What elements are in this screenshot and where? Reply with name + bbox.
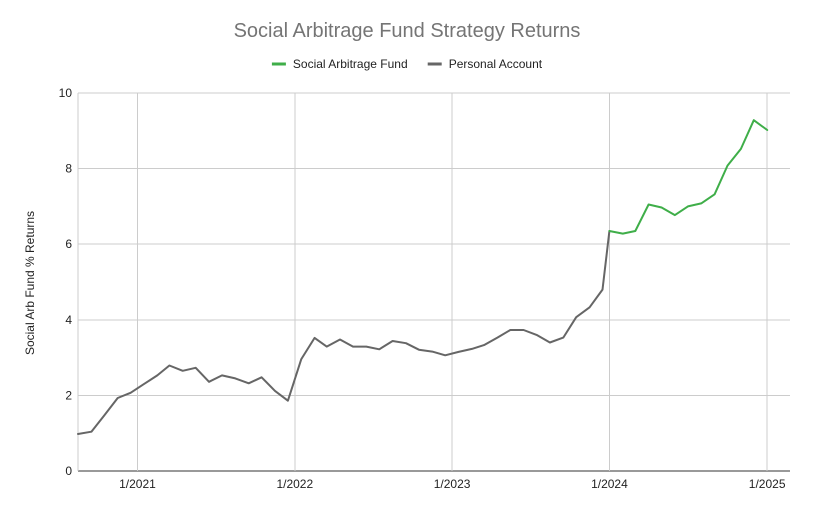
legend-item-0: Social Arbitrage Fund — [271, 57, 408, 71]
y-tick-label-8: 8 — [65, 162, 72, 176]
x-tick-label-4: 1/2025 — [749, 477, 786, 491]
legend-label-1: Personal Account — [449, 57, 543, 71]
axis-ticks: 0 2 4 6 8 10 1/2021 1/2022 1/2023 1/2024 1/2025 — [59, 86, 786, 491]
y-tick-label-6: 6 — [65, 237, 72, 251]
series-line-1 — [77, 230, 611, 435]
y-tick-label-10: 10 — [59, 86, 73, 100]
y-tick-label-4: 4 — [65, 313, 72, 327]
series-layer — [77, 119, 769, 435]
grid — [77, 92, 790, 472]
chart-title: Social Arbitrage Fund Strategy Returns — [234, 20, 581, 42]
legend: Social Arbitrage Fund Personal Account — [271, 57, 543, 71]
series-line-0 — [608, 119, 769, 235]
x-tick-label-1: 1/2022 — [276, 477, 313, 491]
x-tick-label-2: 1/2023 — [434, 477, 471, 491]
y-tick-label-0: 0 — [65, 464, 72, 478]
y-tick-label-2: 2 — [65, 388, 72, 402]
x-tick-label-3: 1/2024 — [591, 477, 628, 491]
legend-label-0: Social Arbitrage Fund — [293, 57, 408, 71]
x-tick-label-0: 1/2021 — [119, 477, 156, 491]
legend-item-1: Personal Account — [427, 57, 543, 71]
y-axis-label: Social Arb Fund % Returns — [23, 211, 37, 355]
